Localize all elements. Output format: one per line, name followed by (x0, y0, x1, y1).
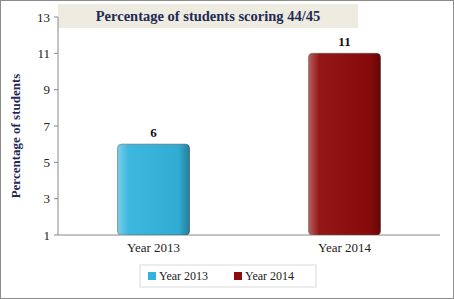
y-tick-label: 9 (44, 82, 51, 97)
y-tick-label: 7 (44, 119, 51, 134)
x-tick-label: Year 2013 (127, 240, 180, 255)
title-box (58, 4, 358, 28)
frame (1, 1, 454, 299)
y-tick (54, 17, 58, 18)
y-tick (54, 89, 58, 90)
y-tick (54, 235, 58, 236)
y-axis-label: Percentage of students (8, 74, 23, 199)
y-tick (54, 53, 58, 54)
legend-box (140, 265, 316, 287)
legend-swatch (148, 272, 156, 280)
bars (118, 53, 381, 235)
y-tick-label: 13 (37, 10, 50, 25)
title: Percentage of students scoring 44/45 (96, 8, 320, 24)
bar-shading (118, 144, 190, 235)
y-tick-label: 5 (44, 155, 51, 170)
bar (309, 53, 381, 235)
legend-swatch (234, 272, 242, 280)
y-tick-label: 11 (37, 46, 50, 61)
y-tick-label: 1 (44, 228, 51, 243)
legend: Year 2013 Year 2014 (140, 265, 316, 287)
data-label: 6 (150, 125, 157, 140)
y-tick (54, 162, 58, 163)
chart: Percentage of students scoring 44/45 Perc… (0, 0, 454, 299)
x-tick-label: Year 2014 (318, 240, 372, 255)
y-tick-label: 3 (44, 191, 51, 206)
bar (118, 144, 190, 235)
y-tick (54, 126, 58, 127)
bar-shading (309, 53, 381, 235)
legend-label: Year 2013 (159, 269, 208, 283)
legend-label: Year 2014 (245, 269, 294, 283)
y-tick (54, 198, 58, 199)
data-label: 11 (338, 34, 350, 49)
x-axis (58, 235, 440, 236)
y-axis (58, 17, 59, 235)
